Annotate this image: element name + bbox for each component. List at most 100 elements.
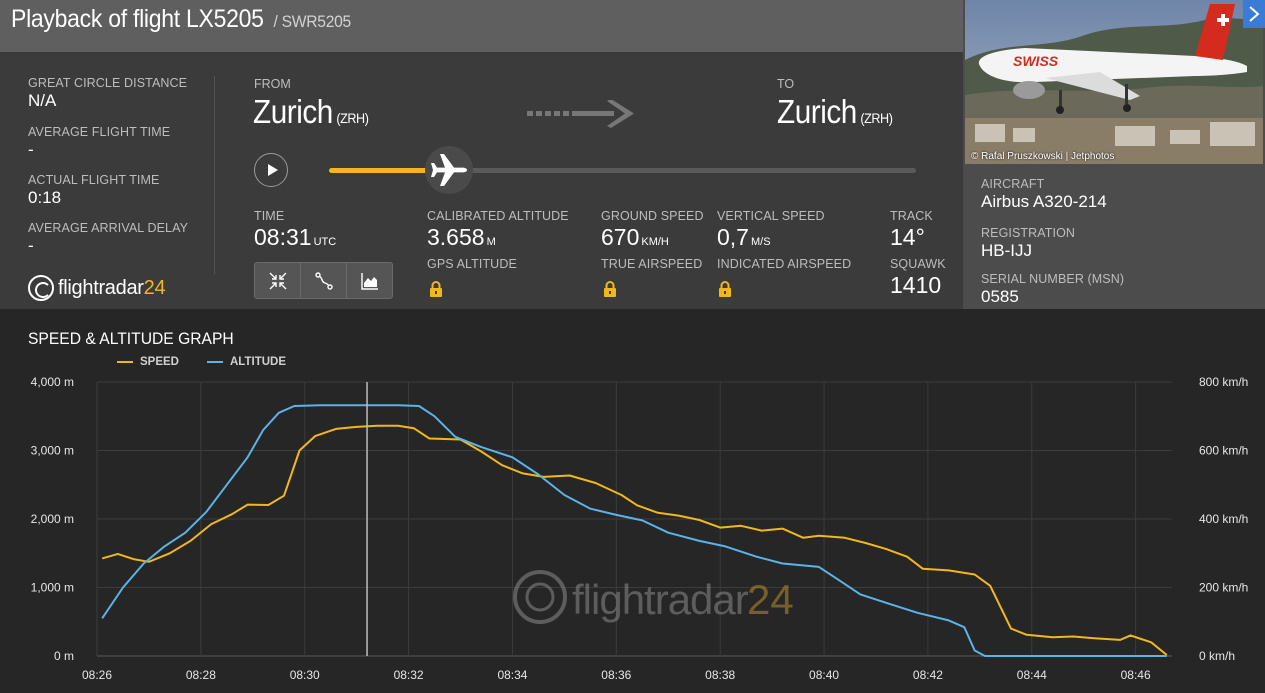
to-city-name: Zurich xyxy=(777,93,857,130)
x-tick-label: 08:42 xyxy=(913,668,943,682)
y-tick-label-left: 0 m xyxy=(54,649,74,663)
collapse-view-button[interactable] xyxy=(255,263,301,298)
stat-value: 0:18 xyxy=(28,188,62,207)
metric-unit: UTC xyxy=(313,236,337,248)
x-tick-label: 08:44 xyxy=(1017,668,1047,682)
lock-icon[interactable] xyxy=(718,281,732,297)
graph-view-button[interactable] xyxy=(347,263,392,298)
view-toggle-group xyxy=(254,262,393,299)
progress-fill xyxy=(329,168,449,173)
metric-time: TIME 08:31 UTC xyxy=(254,209,336,251)
watermark-text: flightradar xyxy=(572,576,749,623)
x-tick-label: 08:32 xyxy=(394,668,424,682)
divider xyxy=(214,76,215,274)
close-button[interactable] xyxy=(1243,0,1265,28)
metric-value: 670 xyxy=(601,224,640,250)
to-city: Zurich (ZRH) xyxy=(777,93,893,131)
photo-credit[interactable]: © Rafal Pruszkowski | Jetphotos xyxy=(971,151,1115,162)
field-value[interactable]: HB-IJJ xyxy=(981,241,1032,260)
graph-canvas[interactable]: 0 m 0 km/h 1,000 m 200 km/h 2,000 m 400 km/h 3… xyxy=(0,309,1265,693)
legend-label: SPEED xyxy=(140,356,179,368)
x-tick-label: 08:26 xyxy=(82,668,112,682)
x-tick-label: 08:30 xyxy=(290,668,320,682)
stat-actual-flight-time: ACTUAL FLIGHT TIME 0:18 xyxy=(28,173,208,208)
aircraft-photo[interactable]: SWISS © Rafal Pruszkowski | Jetphotos xyxy=(965,0,1263,164)
y-tick-label-left: 1,000 m xyxy=(31,581,74,595)
metric-indicated-airspeed: INDICATED AIRSPEED xyxy=(717,257,851,271)
chevron-right-icon xyxy=(1249,6,1260,22)
y-tick-label-right: 0 km/h xyxy=(1199,649,1235,663)
y-tick-label-left: 3,000 m xyxy=(31,444,74,458)
collapse-icon xyxy=(269,272,286,289)
metric-label: VERTICAL SPEED xyxy=(717,209,825,223)
legend-altitude[interactable]: ALTITUDE xyxy=(207,356,286,368)
metric-label: INDICATED AIRSPEED xyxy=(717,257,852,271)
series-line-speed xyxy=(101,424,1168,656)
livery-text: SWISS xyxy=(1013,53,1059,69)
chart-icon xyxy=(360,272,378,290)
y-tick-label-left: 2,000 m xyxy=(31,512,74,526)
lock-icon[interactable] xyxy=(429,281,443,297)
x-tick-label: 08:46 xyxy=(1121,668,1151,682)
metric-unit: KM/H xyxy=(641,236,669,248)
from-city-name: Zurich xyxy=(253,93,333,130)
flightradar24-logo[interactable]: flightradar24 xyxy=(28,274,166,302)
playback-progress-bar[interactable] xyxy=(329,146,916,194)
speed-altitude-graph: 0 m 0 km/h 1,000 m 200 km/h 2,000 m 400 km/h 3… xyxy=(0,309,1265,693)
metric-track: TRACK 14° xyxy=(890,209,933,251)
y-tick-label-left: 4,000 m xyxy=(31,375,74,389)
stat-average-arrival-delay: AVERAGE ARRIVAL DELAY - xyxy=(28,221,208,256)
x-tick-label: 08:40 xyxy=(809,668,839,682)
metric-unit: M/S xyxy=(750,236,771,248)
stat-label: GREAT CIRCLE DISTANCE xyxy=(28,76,188,90)
watermark-text-accent: 24 xyxy=(747,576,794,623)
metric-value: 14° xyxy=(890,224,925,250)
field-label: AIRCRAFT xyxy=(981,177,1045,191)
route-view-button[interactable] xyxy=(301,263,347,298)
metric-squawk: SQUAWK 1410 xyxy=(890,257,946,299)
y-tick-label-right: 800 km/h xyxy=(1199,375,1248,389)
watermark-radar-inner xyxy=(525,582,555,612)
y-tick-label-right: 200 km/h xyxy=(1199,581,1248,595)
stat-label: AVERAGE ARRIVAL DELAY xyxy=(28,221,189,235)
airplane-icon xyxy=(430,154,467,186)
stat-average-flight-time: AVERAGE FLIGHT TIME - xyxy=(28,125,208,160)
radar-icon xyxy=(28,275,54,301)
flight-info-panel: GREAT CIRCLE DISTANCE N/A AVERAGE FLIGHT… xyxy=(0,52,963,309)
x-tick-label: 08:28 xyxy=(186,668,216,682)
aircraft-type: AIRCRAFT Airbus A320-214 xyxy=(981,177,1107,212)
flight-title: Playback of flight LX5205 xyxy=(11,5,264,33)
to-airport-code: (ZRH) xyxy=(860,110,893,126)
legend-label: ALTITUDE xyxy=(230,356,287,368)
title-bar: Playback of flight LX5205 / SWR5205 xyxy=(0,0,963,52)
legend-swatch xyxy=(207,361,223,363)
field-value: 0585 xyxy=(981,287,1019,306)
metric-value: 08:31 xyxy=(254,224,312,250)
metric-gps-altitude: GPS ALTITUDE xyxy=(427,257,517,271)
metric-true-airspeed: TRUE AIRSPEED xyxy=(601,257,702,271)
play-button[interactable] xyxy=(254,153,288,187)
metric-value: 3.658 xyxy=(427,224,485,250)
watermark-logo: flightradar 24 xyxy=(513,570,794,624)
metric-label: GPS ALTITUDE xyxy=(427,257,517,271)
playback-handle[interactable] xyxy=(424,146,473,194)
metric-label: CALIBRATED ALTITUDE xyxy=(427,209,569,223)
play-icon xyxy=(267,164,278,176)
metric-label: TRUE AIRSPEED xyxy=(601,257,703,271)
legend-speed[interactable]: SPEED xyxy=(117,356,179,368)
lock-icon[interactable] xyxy=(603,281,617,297)
metric-value: 1410 xyxy=(890,272,942,298)
stat-great-circle-distance: GREAT CIRCLE DISTANCE N/A xyxy=(28,76,208,111)
metric-vertical-speed: VERTICAL SPEED 0,7 M/S xyxy=(717,209,825,251)
y-tick-label-right: 400 km/h xyxy=(1199,512,1248,526)
y-tick-label-right: 600 km/h xyxy=(1199,444,1248,458)
graph-legend: SPEED ALTITUDE xyxy=(117,356,314,368)
aircraft-registration: REGISTRATION HB-IJJ xyxy=(981,226,1075,261)
to-label: TO xyxy=(777,77,795,91)
stat-value: N/A xyxy=(28,91,57,110)
page-title: Playback of flight LX5205 / SWR5205 xyxy=(11,5,351,34)
metric-value: 0,7 xyxy=(717,224,749,250)
from-label: FROM xyxy=(254,77,291,91)
logo-text: flightradar xyxy=(58,276,144,299)
x-tick-label: 08:36 xyxy=(601,668,631,682)
